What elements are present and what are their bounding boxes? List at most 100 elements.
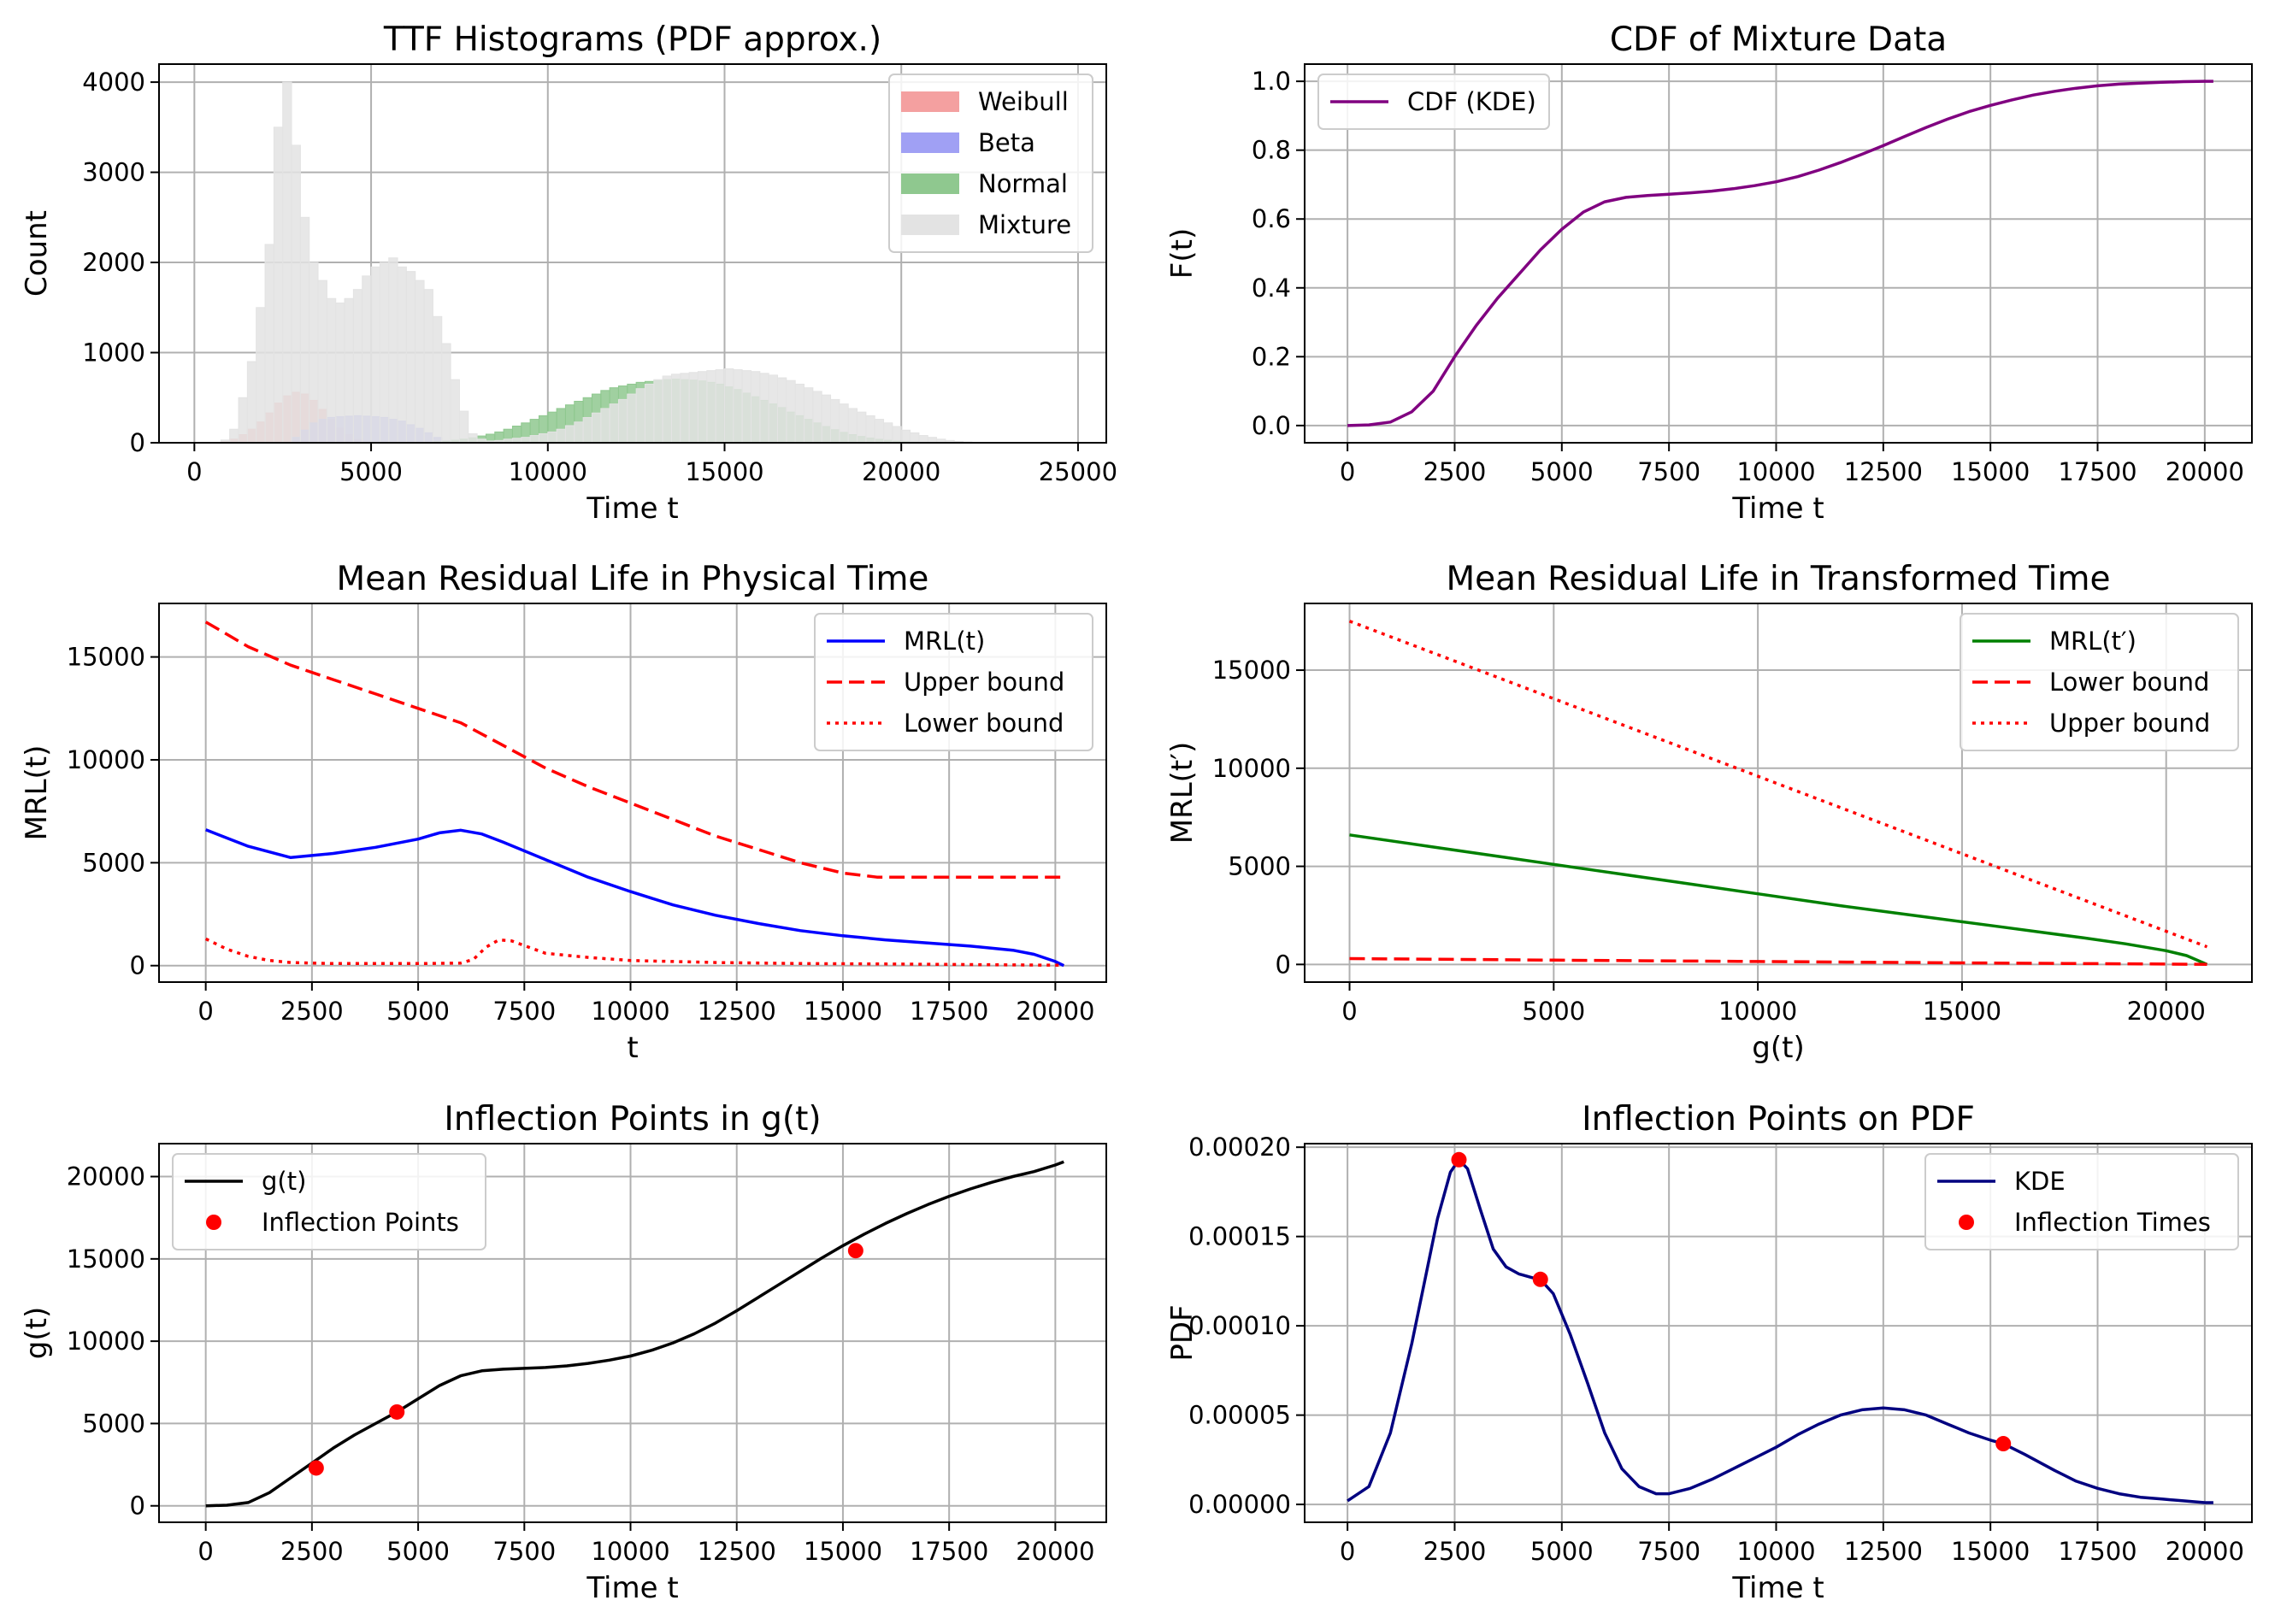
y-axis-label: Count	[20, 210, 54, 297]
series-points	[308, 1243, 863, 1476]
bar-mixture	[238, 397, 248, 443]
bar-mixture	[627, 393, 637, 443]
bar-mixture	[397, 266, 407, 443]
chart-title: Mean Residual Life in Transformed Time	[1447, 560, 2111, 598]
y-tick-label: 0.4	[1252, 274, 1291, 303]
bar-mixture	[547, 431, 557, 443]
x-tick-label: 15000	[1923, 997, 2001, 1026]
legend-label: Normal	[978, 169, 1068, 198]
bar-mixture	[335, 303, 345, 443]
bar-mixture	[715, 369, 725, 443]
bar-mixture	[317, 279, 327, 443]
x-tick-label: 17500	[910, 997, 988, 1026]
y-tick-label: 5000	[82, 848, 145, 877]
y-tick-label: 10000	[1212, 754, 1291, 783]
x-tick-label: 15000	[804, 1537, 882, 1566]
legend-label: KDE	[2014, 1167, 2066, 1196]
x-tick-label: 15000	[1951, 457, 2030, 486]
legend: KDE Inflection Times	[1924, 1153, 2239, 1250]
bar-mixture	[768, 374, 779, 443]
x-axis-label: Time t	[586, 1571, 678, 1605]
inflection-point	[389, 1403, 405, 1420]
bar-mixture	[282, 81, 292, 443]
inflection-point	[1995, 1436, 2012, 1452]
legend-box	[888, 74, 1093, 253]
bar-mixture	[405, 271, 416, 443]
x-tick-label: 10000	[591, 1537, 669, 1566]
legend-marker	[1959, 1215, 1974, 1230]
x-tick-label: 5000	[1530, 457, 1594, 486]
y-tick-label: 0	[130, 1492, 145, 1521]
y-tick-label: 1000	[82, 338, 145, 368]
bar-mixture	[883, 422, 893, 443]
y-tick-label: 0	[1276, 950, 1291, 979]
x-tick-label: 17500	[2058, 457, 2136, 486]
series-mixture	[220, 81, 981, 443]
x-tick-label: 12500	[698, 1537, 776, 1566]
bar-mixture	[812, 391, 822, 443]
legend-label: Upper bound	[904, 668, 1064, 697]
bar-mixture	[229, 428, 239, 443]
x-tick-label: 20000	[862, 457, 940, 486]
legend-box	[172, 1153, 486, 1250]
x-tick-label: 7500	[492, 997, 556, 1026]
legend-label: Upper bound	[2049, 709, 2210, 738]
bar-mixture	[352, 289, 363, 443]
bar-mixture	[538, 432, 549, 443]
legend-swatch	[901, 215, 959, 235]
chart-panel-2: 0 2500 5000 7500 10000 12500 15000 17500 20000 0.…	[1165, 21, 2253, 526]
chart-title: Inflection Points on PDF	[1582, 1100, 1975, 1139]
y-tick-label: 0	[130, 951, 145, 980]
bar-mixture	[264, 244, 274, 443]
legend-box	[814, 613, 1093, 751]
bar-mixture	[556, 428, 566, 443]
bar-mixture	[441, 343, 451, 443]
x-tick-label: 5000	[339, 457, 403, 486]
plot-area	[220, 81, 981, 443]
inflection-point	[847, 1243, 863, 1259]
bar-mixture	[741, 370, 752, 443]
bar-mixture	[900, 429, 911, 443]
legend-label: g(t)	[262, 1167, 306, 1196]
x-tick-label: 10000	[591, 997, 669, 1026]
bar-mixture	[830, 398, 840, 443]
bar-mixture	[591, 412, 602, 443]
y-tick-label: 1.0	[1252, 67, 1291, 96]
legend: MRL(t′) Lower bound Upper bound	[1960, 613, 2239, 751]
bar-mixture	[821, 394, 832, 443]
x-tick-label: 10000	[509, 457, 587, 486]
bar-mixture	[847, 408, 858, 443]
bar-mixture	[874, 419, 885, 443]
inflection-point	[308, 1460, 324, 1476]
plot-area	[1347, 79, 2213, 427]
legend-label: Lower bound	[904, 709, 1064, 738]
axes-frame	[1304, 1143, 2253, 1523]
x-tick-label: 0	[1341, 997, 1357, 1026]
x-axis-label: t	[627, 1031, 638, 1065]
x-tick-label: 12500	[1844, 1537, 1923, 1566]
y-tick-label: 0.00000	[1188, 1490, 1291, 1519]
bar-mixture	[299, 216, 310, 443]
series-line	[1347, 1158, 2213, 1504]
x-axis-label: g(t)	[1752, 1031, 1804, 1065]
x-tick-label: 12500	[698, 997, 776, 1026]
legend-box	[1317, 74, 1550, 130]
bar-mixture	[432, 315, 443, 443]
series-line	[1349, 833, 2208, 966]
bar-mixture	[777, 377, 787, 443]
x-tick-label: 15000	[1951, 1537, 2030, 1566]
x-tick-label: 17500	[2058, 1537, 2136, 1566]
x-tick-label: 5000	[1522, 997, 1585, 1026]
x-tick-label: 0	[1340, 1537, 1355, 1566]
bar-mixture	[865, 415, 875, 443]
y-tick-label: 0.8	[1252, 136, 1291, 165]
axes-frame	[158, 63, 1107, 444]
plot-area	[1347, 1151, 2213, 1504]
grid	[159, 1144, 1106, 1522]
bar-mixture	[688, 372, 698, 443]
legend: Weibull Beta Normal Mixture	[888, 74, 1093, 253]
x-tick-label: 0	[186, 457, 202, 486]
legend-marker	[206, 1215, 221, 1230]
series-line	[204, 937, 1064, 968]
legend-box	[1924, 1153, 2239, 1250]
